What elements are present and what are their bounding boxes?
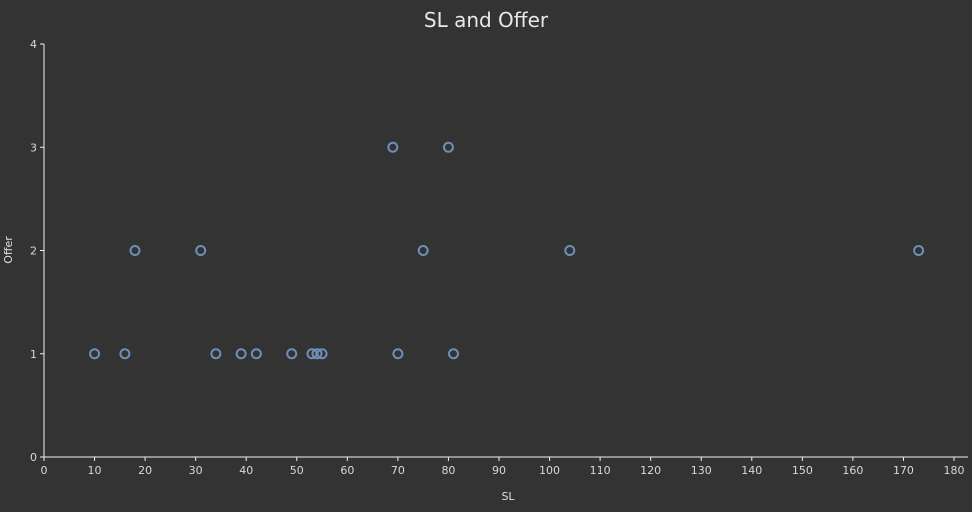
x-tick-label: 150 <box>792 464 813 477</box>
data-point[interactable] <box>913 245 925 256</box>
data-point[interactable] <box>564 245 576 256</box>
x-tick-label: 40 <box>239 464 253 477</box>
x-tick-label: 170 <box>893 464 914 477</box>
data-point[interactable] <box>311 348 323 360</box>
axes <box>40 43 968 461</box>
data-point[interactable] <box>448 348 459 360</box>
data-point[interactable] <box>119 348 131 360</box>
y-axis-title: Offer <box>2 236 15 264</box>
y-tick-label: 2 <box>30 245 37 258</box>
x-tick-label: 110 <box>590 464 611 477</box>
data-point[interactable] <box>316 348 328 360</box>
y-tick-label: 3 <box>30 141 37 154</box>
x-tick-label: 90 <box>492 464 506 477</box>
x-tick-label: 50 <box>290 464 304 477</box>
data-point[interactable] <box>250 348 262 360</box>
y-tick-label: 4 <box>30 38 37 51</box>
x-tick-label: 30 <box>189 464 203 477</box>
data-points <box>89 141 925 360</box>
y-tick-label: 0 <box>30 451 37 464</box>
x-axis-title: SL <box>501 490 515 503</box>
data-point[interactable] <box>442 141 454 153</box>
x-tick-label: 70 <box>391 464 405 477</box>
x-tick-label: 160 <box>842 464 863 477</box>
y-tick-label: 1 <box>30 348 37 361</box>
x-tick-label: 140 <box>741 464 762 477</box>
data-point[interactable] <box>129 245 141 256</box>
data-point[interactable] <box>306 348 318 360</box>
chart-title: SL and Offer <box>423 8 549 32</box>
data-point[interactable] <box>235 348 247 360</box>
data-point[interactable] <box>89 348 101 360</box>
data-point[interactable] <box>417 245 429 256</box>
x-tick-label: 0 <box>41 464 48 477</box>
x-tick-label: 80 <box>441 464 455 477</box>
data-point[interactable] <box>210 348 222 360</box>
data-point[interactable] <box>392 348 404 360</box>
x-tick-label: 120 <box>640 464 661 477</box>
data-point[interactable] <box>387 141 399 153</box>
x-tick-label: 20 <box>138 464 152 477</box>
data-point[interactable] <box>195 245 207 256</box>
x-tick-label: 60 <box>340 464 354 477</box>
data-point[interactable] <box>286 348 298 360</box>
x-tick-label: 10 <box>88 464 102 477</box>
x-tick-label: 130 <box>691 464 712 477</box>
x-tick-label: 100 <box>539 464 560 477</box>
x-tick-label: 180 <box>944 464 965 477</box>
